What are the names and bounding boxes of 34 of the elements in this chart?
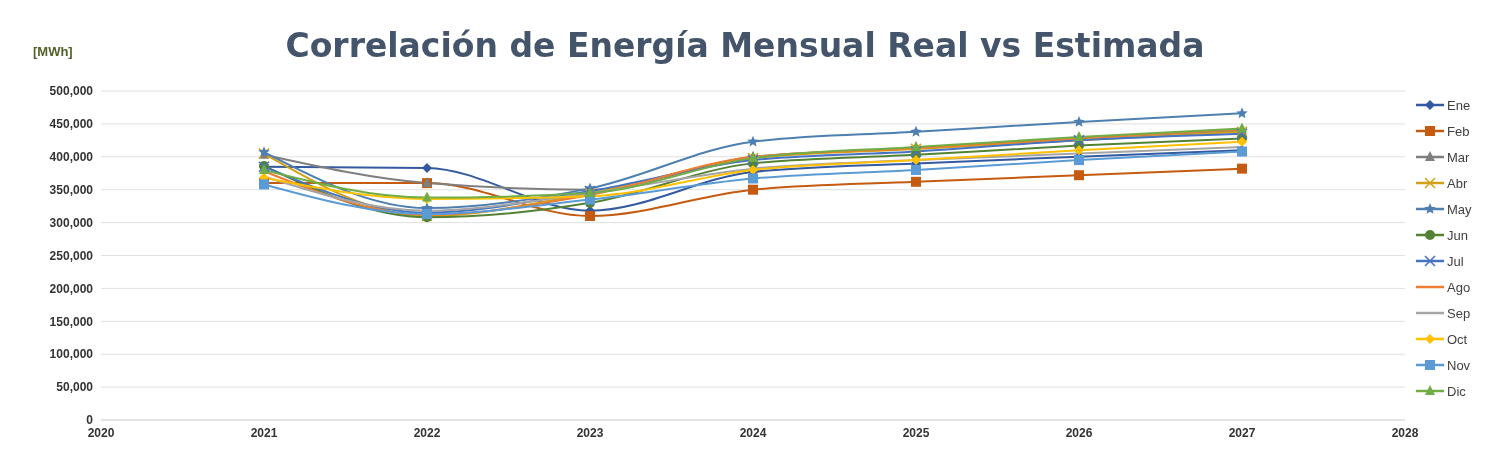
y-tick-label: 100,000	[49, 347, 94, 362]
x-tick-label: 2020	[87, 425, 115, 440]
y-tick-label: 350,000	[49, 182, 94, 197]
legend-label: Sep	[1447, 305, 1471, 321]
x-tick-label: 2028	[1391, 425, 1419, 440]
x-tick-label: 2025	[902, 425, 930, 440]
legend-label: Mar	[1447, 149, 1470, 165]
legend-label: Jul	[1447, 253, 1464, 269]
x-tick-label: 2027	[1228, 425, 1256, 440]
x-tick-label: 2022	[413, 425, 441, 440]
x-tick-label: 2026	[1065, 425, 1093, 440]
y-tick-label: 300,000	[49, 215, 94, 230]
x-tick-label: 2021	[250, 425, 278, 440]
y-tick-label: 0	[86, 413, 94, 428]
y-tick-label: 500,000	[49, 84, 94, 99]
y-tick-label: 450,000	[49, 117, 94, 132]
y-tick-label: 150,000	[49, 314, 94, 329]
legend-label: Jun	[1447, 227, 1468, 243]
legend-label: Oct	[1447, 331, 1468, 347]
legend-label: Nov	[1447, 357, 1471, 373]
y-tick-label: 50,000	[56, 380, 94, 395]
legend-label: Ene	[1447, 97, 1471, 113]
legend-label: Ago	[1447, 279, 1471, 295]
x-tick-label: 2024	[739, 425, 767, 440]
y-tick-label: 200,000	[49, 281, 94, 296]
legend-label: Abr	[1447, 175, 1468, 191]
y-axis-title: [MWh]	[33, 44, 73, 59]
legend-label: Feb	[1447, 123, 1470, 139]
legend-label: Dic	[1447, 383, 1466, 399]
x-tick-label: 2023	[576, 425, 604, 440]
y-tick-label: 400,000	[49, 150, 94, 165]
legend-label: May	[1447, 201, 1472, 217]
chart-title: Correlación de Energía Mensual Real vs Estimada	[285, 26, 1205, 65]
y-tick-label: 250,000	[49, 248, 94, 263]
